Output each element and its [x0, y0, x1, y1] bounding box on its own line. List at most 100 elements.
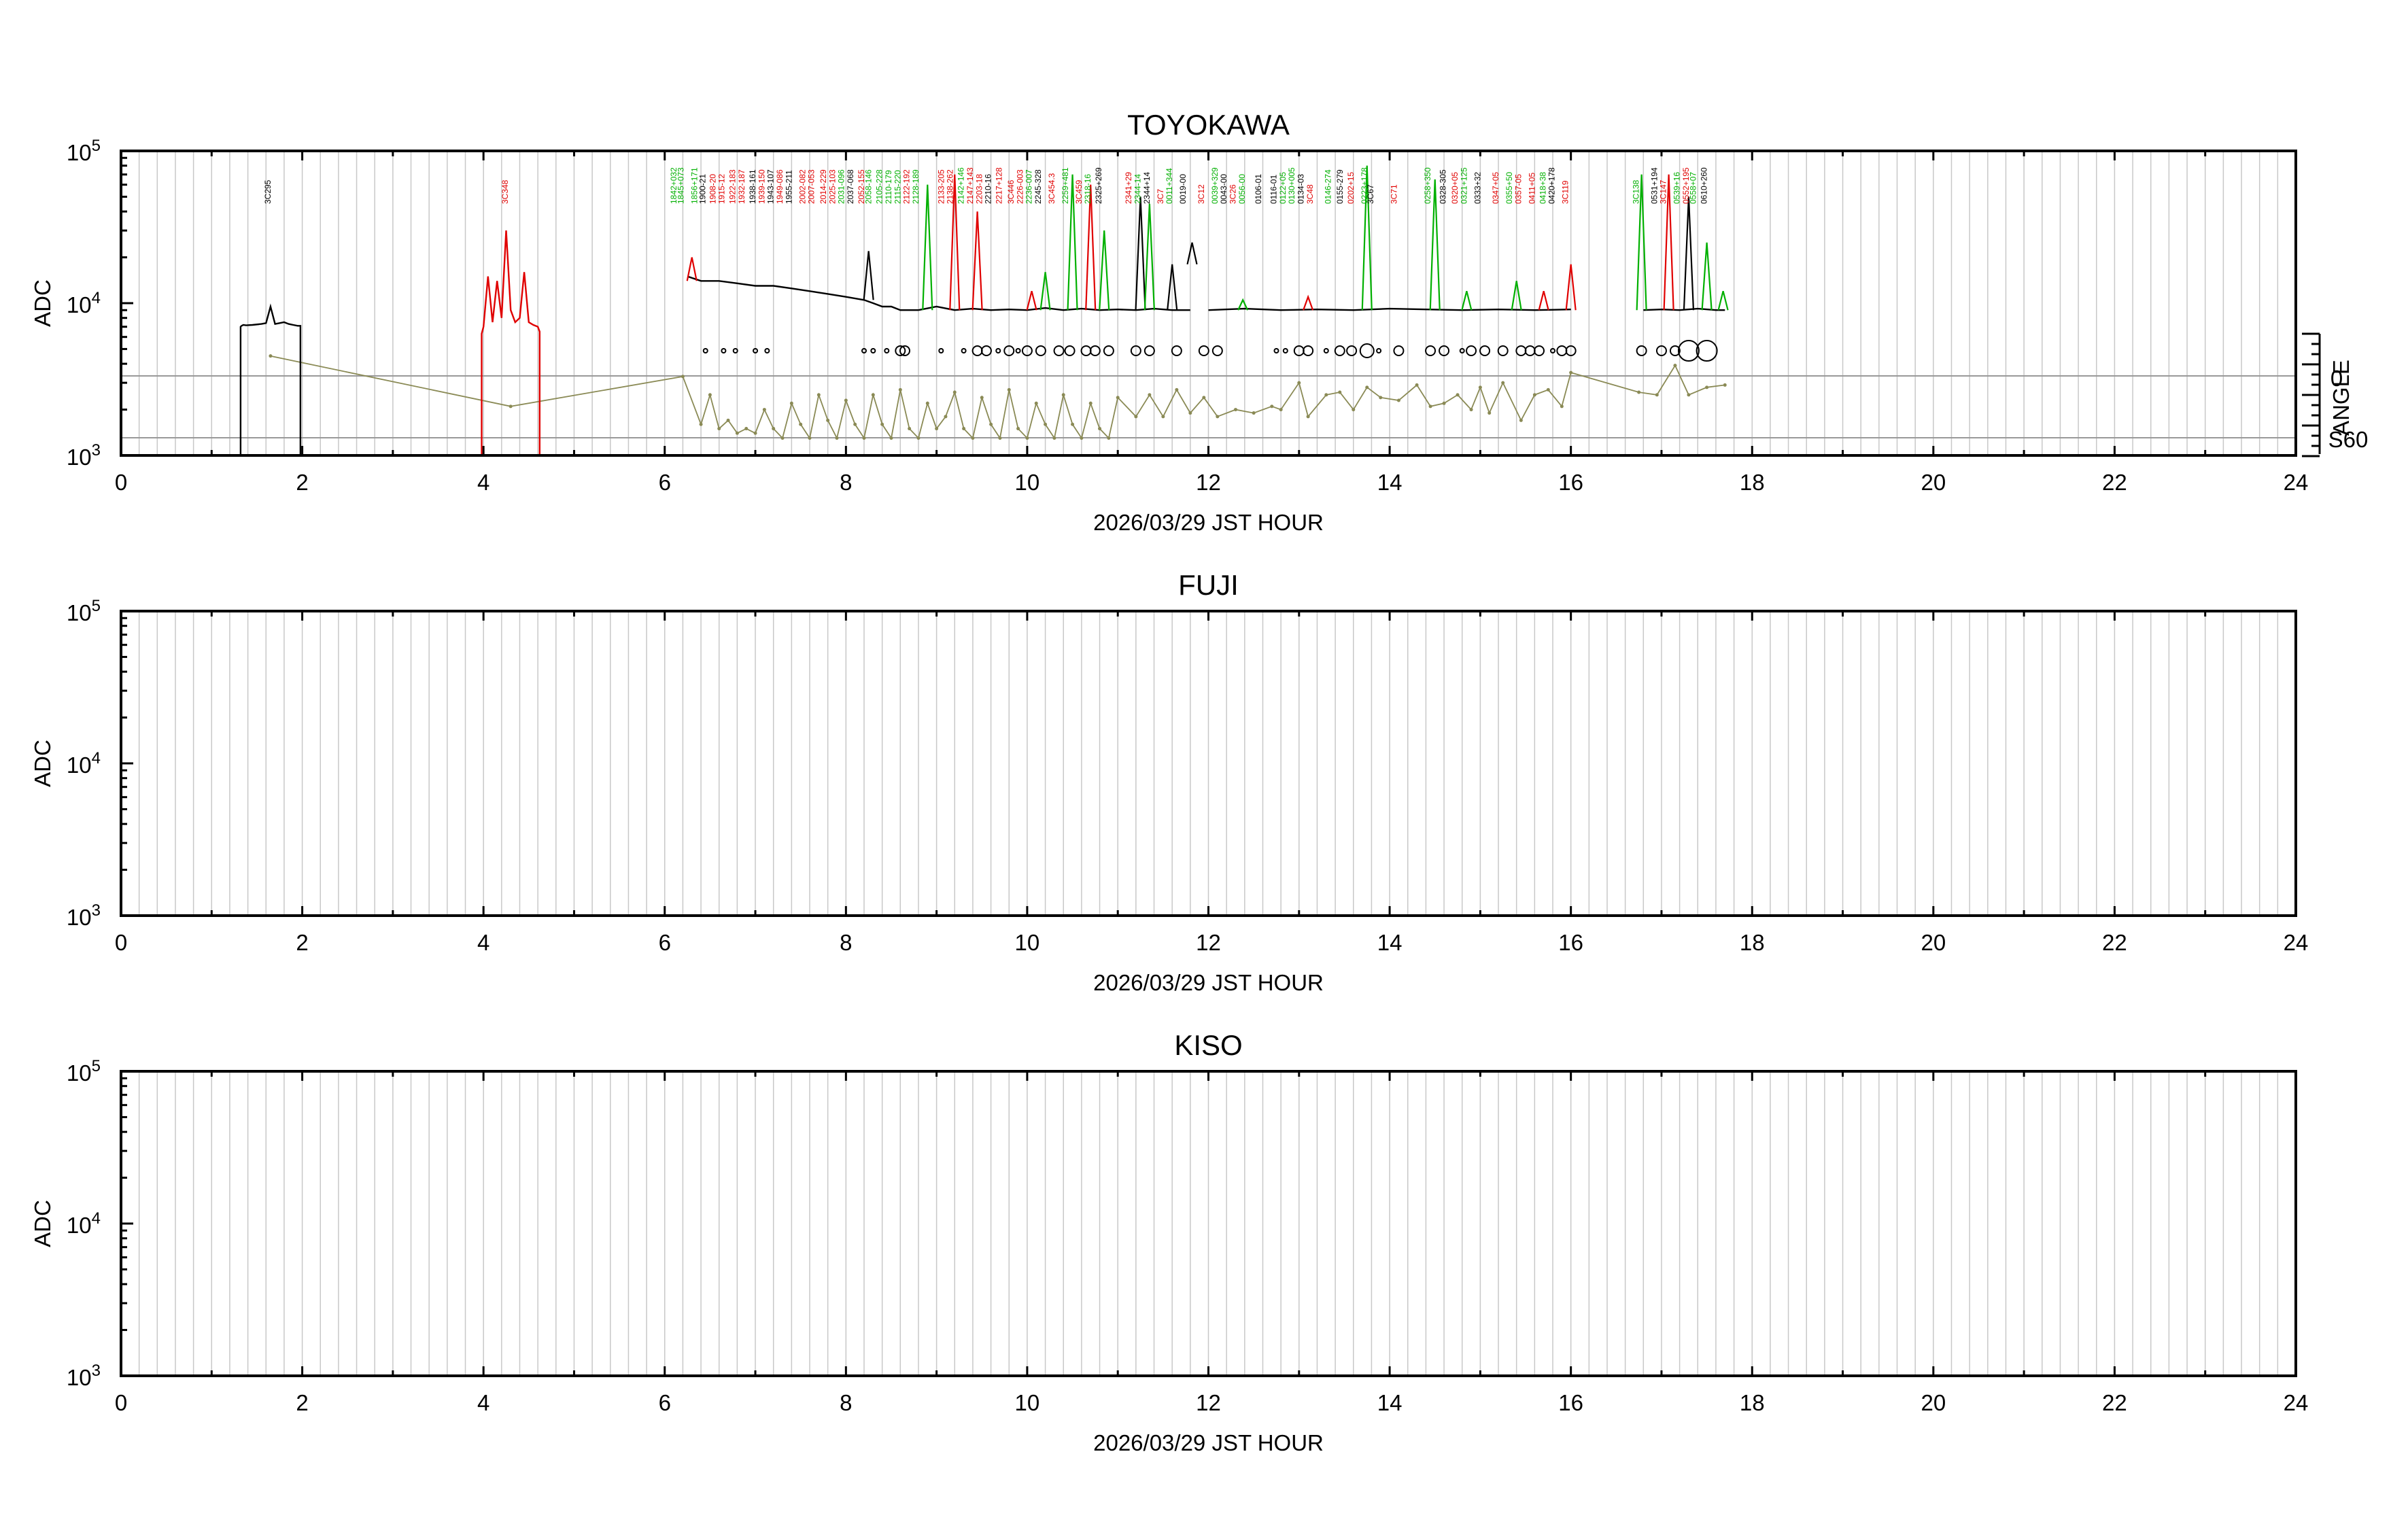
elevation-point	[269, 354, 273, 358]
source-label: 0321+125	[1459, 167, 1468, 204]
x-axis-title: 2026/03/29 JST HOUR	[1093, 510, 1324, 535]
source-label: 2226-003	[1015, 169, 1025, 204]
x-tick-label: 2	[296, 930, 308, 955]
source-label: 0130+005	[1287, 167, 1296, 204]
y-tick-exponent: 5	[92, 597, 101, 615]
source-label: 2002-082	[797, 169, 807, 204]
transit-marker	[1346, 345, 1358, 356]
x-tick-label: 20	[1921, 930, 1946, 955]
x-tick-label: 0	[115, 1390, 127, 1415]
elevation-point	[980, 396, 984, 400]
source-spike	[1663, 174, 1674, 311]
elevation-point	[962, 427, 966, 431]
elevation-point	[1216, 415, 1220, 419]
elevation-point	[1007, 387, 1011, 392]
source-label: 2138-262	[946, 169, 955, 204]
signal-segment	[687, 275, 918, 311]
source-label: 1949-086	[775, 169, 785, 204]
source-label: 2203-18	[974, 174, 984, 204]
x-tick-label: 18	[1740, 470, 1765, 495]
elevation-point	[1365, 385, 1369, 389]
transit-marker	[1515, 345, 1527, 356]
x-tick-label: 12	[1196, 930, 1221, 955]
source-spike	[1717, 290, 1729, 311]
source-spike	[1511, 281, 1522, 311]
y-tick-label: 103	[67, 441, 101, 470]
transit-marker	[1497, 345, 1509, 356]
x-tick-label: 0	[115, 470, 127, 495]
elevation-point	[708, 393, 712, 397]
source-label: 3C348	[500, 179, 510, 204]
x-tick-label: 22	[2102, 930, 2127, 955]
source-spike	[1361, 165, 1373, 311]
transit-marker	[1479, 345, 1491, 356]
elevation-point	[1673, 364, 1677, 368]
elevation-point	[925, 401, 929, 405]
source-label: 2105-228	[875, 169, 884, 204]
elevation-point	[1052, 436, 1056, 440]
source-label: 3C67	[1366, 184, 1375, 204]
elevation-point	[808, 436, 812, 440]
source-label: 0011+344	[1165, 168, 1174, 204]
x-tick-label: 20	[1921, 1390, 1946, 1415]
elevation-point	[1134, 415, 1138, 419]
elevation-point	[1705, 385, 1709, 389]
y-tick-label: 104	[67, 289, 101, 317]
source-label: 2344+14	[1142, 172, 1152, 204]
source-label: 0347+05	[1491, 172, 1500, 204]
source-spike	[1237, 298, 1249, 311]
y-tick-label: 103	[67, 901, 101, 930]
source-label: 2128-189	[911, 169, 921, 204]
transit-marker	[1677, 340, 1700, 362]
chart-title: FUJI	[1178, 569, 1239, 601]
elevation-point	[735, 431, 739, 435]
transit-marker	[895, 345, 906, 356]
transit-marker	[1003, 345, 1015, 356]
elevation-point	[880, 422, 884, 426]
source-label: 0146-274	[1323, 169, 1332, 204]
transit-marker	[995, 348, 1001, 353]
source-label: 1943-107	[766, 169, 776, 204]
transit-marker	[1376, 348, 1382, 353]
elevation-point	[1478, 385, 1482, 389]
transit-marker	[1550, 348, 1556, 353]
x-tick-label: 4	[477, 930, 489, 955]
elevation-point	[1016, 427, 1020, 431]
y-tick-base: 10	[67, 445, 92, 470]
elevation-point	[1415, 383, 1419, 387]
elevation-point	[816, 393, 821, 397]
source-spike	[1143, 203, 1155, 311]
elevation-point	[952, 390, 957, 394]
x-tick-label: 20	[1921, 470, 1946, 495]
x-tick-label: 10	[1015, 470, 1040, 495]
elevation-point	[780, 436, 785, 440]
source-label: 1845+073	[676, 167, 686, 204]
x-tick-label: 0	[115, 930, 127, 955]
x-tick-label: 14	[1377, 930, 1403, 955]
elevation-point	[989, 422, 993, 426]
elevation-point	[871, 393, 875, 397]
x-tick-label: 8	[840, 470, 852, 495]
source-label: 0355+50	[1504, 172, 1514, 204]
x-axis-title: 2026/03/29 JST HOUR	[1093, 1430, 1324, 1455]
source-spike	[949, 174, 961, 311]
source-spike	[1026, 290, 1037, 311]
elevation-point	[1098, 427, 1102, 431]
elevation-point	[862, 436, 866, 440]
source-spike	[971, 211, 983, 311]
elevation-point	[744, 427, 749, 431]
y-tick-base: 10	[67, 140, 92, 165]
source-spike	[1067, 174, 1078, 311]
y-tick-exponent: 4	[92, 749, 101, 767]
x-tick-label: 10	[1015, 930, 1040, 955]
source-label: 0122+05	[1278, 172, 1288, 204]
elevation-point	[1519, 418, 1523, 422]
x-tick-label: 22	[2102, 470, 2127, 495]
elevation-point	[717, 427, 721, 431]
x-tick-label: 10	[1015, 1390, 1040, 1415]
transit-marker	[1080, 345, 1092, 356]
transit-marker	[971, 345, 983, 356]
elevation-point	[1252, 411, 1256, 415]
source-label: 2147+143	[965, 167, 975, 204]
